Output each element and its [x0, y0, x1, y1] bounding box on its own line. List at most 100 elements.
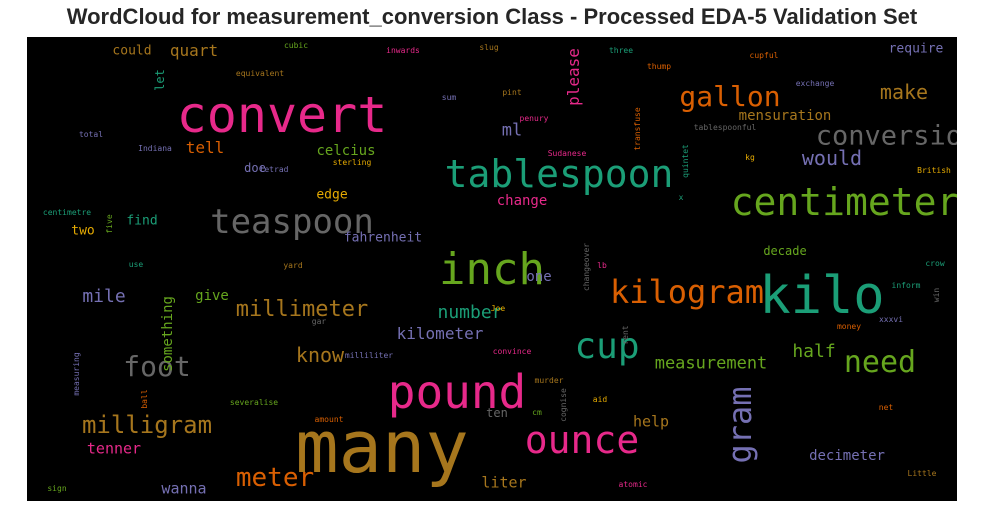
word-exchange: exchange — [795, 79, 835, 88]
word-pint: pint — [502, 88, 522, 97]
word-net: net — [878, 403, 894, 412]
word-let: let — [153, 69, 167, 91]
word-millimeter: millimeter — [235, 297, 369, 322]
word-give: give — [195, 288, 229, 304]
word-slug: slug — [479, 43, 499, 52]
word-edge: edge — [316, 187, 348, 203]
word-quart: quart — [169, 41, 219, 60]
word-money: money — [836, 322, 862, 331]
word-cup: cup — [574, 326, 640, 367]
word-gallon: gallon — [679, 80, 781, 113]
word-equivalent: equivalent — [235, 69, 285, 78]
word-tell: tell — [185, 138, 225, 157]
word-teaspoon: teaspoon — [210, 202, 374, 242]
word-milligram: milligram — [81, 411, 213, 439]
word-many: many — [295, 405, 469, 489]
word-cm: cm — [532, 408, 542, 417]
word-measuring: measuring — [72, 352, 81, 396]
word-would: would — [801, 146, 863, 170]
word-help: help — [632, 412, 670, 431]
word-win: win — [932, 287, 941, 303]
word-british: British — [917, 166, 951, 175]
word-decade: decade — [763, 244, 807, 258]
wordcloud-canvas: many kilo convert inch pound tablespoon centim… — [27, 37, 957, 501]
word-centimeter: centimeter — [730, 180, 957, 224]
word-pound: pound — [387, 365, 527, 419]
word-mile: mile — [82, 286, 126, 307]
word-sign: sign — [47, 484, 67, 493]
word-inform: inform — [891, 281, 921, 290]
word-number: number — [437, 302, 503, 323]
word-one: one — [526, 269, 552, 285]
word-changeover: changeover — [582, 242, 591, 292]
word-five: five — [105, 214, 114, 234]
word-conversion: conversion — [815, 120, 957, 152]
word-severalise: severalise — [229, 398, 279, 407]
word-tablespoonful: tablespoonful — [693, 123, 757, 132]
word-could: could — [112, 43, 152, 59]
word-cupful: cupful — [749, 51, 779, 60]
word-require: require — [888, 41, 944, 57]
word-half: half — [792, 341, 836, 362]
word-kilo: kilo — [759, 266, 885, 326]
word-thump: thump — [646, 62, 672, 71]
word-wanna: wanna — [161, 479, 207, 498]
word-make: make — [879, 80, 929, 104]
word-sum: sum — [441, 93, 457, 102]
word-need: need — [843, 345, 917, 380]
word-joe: Joe — [490, 304, 506, 313]
word-find: find — [126, 213, 158, 229]
word-convert: convert — [176, 86, 388, 144]
word-ten: ten — [486, 406, 508, 420]
word-xxxvi: xxxvi — [878, 315, 904, 324]
word-meter: meter — [235, 463, 315, 493]
word-inch: inch — [439, 244, 545, 295]
word-lb: lb — [597, 261, 607, 270]
word-use: use — [128, 260, 144, 269]
word-transfuse: transfuse — [633, 107, 642, 151]
word-aid: aid — [592, 395, 608, 404]
chart-title: WordCloud for measurement_conversion Cla… — [66, 4, 918, 29]
word-something: something — [160, 296, 176, 372]
word-doe: doe — [244, 161, 266, 175]
word-two: two — [71, 223, 95, 239]
word-tenner: tenner — [86, 439, 142, 458]
word-foot: foot — [123, 350, 191, 383]
word-atomic: atomic — [618, 480, 648, 489]
word-indiana: Indiana — [138, 144, 172, 153]
word-change: change — [496, 193, 548, 209]
word-mensuration: mensuration — [738, 108, 832, 124]
word-sudanese: Sudanese — [547, 149, 587, 158]
word-tetrad: tetrad — [259, 165, 289, 174]
word-sterling: sterling — [332, 158, 372, 167]
word-cognise: cognise — [559, 388, 568, 422]
word-cubic: cubic — [283, 41, 309, 50]
word-three: three — [608, 46, 634, 55]
word-kilogram: kilogram — [609, 273, 765, 311]
word-know: know — [295, 343, 345, 367]
word-yard: yard — [283, 261, 303, 270]
word-please: please — [564, 48, 583, 106]
word-celcius: celcius — [316, 143, 376, 159]
word-ounce: ounce — [524, 418, 640, 462]
word-quintet: quintet — [681, 144, 690, 178]
word-gar: gar — [311, 317, 327, 326]
word-crow: crow — [925, 259, 945, 268]
word-x: x — [678, 193, 684, 202]
word-convince: convince — [492, 347, 532, 356]
word-rent: rent — [621, 325, 630, 345]
word-ml: ml — [501, 120, 523, 141]
word-total: total — [78, 130, 104, 139]
word-centimetre: centimetre — [42, 208, 92, 217]
word-fahrenheit: fahrenheit — [343, 230, 423, 246]
word-measurement: measurement — [654, 353, 768, 374]
word-penury: penury — [519, 114, 549, 123]
word-little: Little — [907, 469, 937, 478]
word-milliliter: milliliter — [344, 351, 394, 360]
word-ball: ball — [140, 389, 149, 409]
word-tablespoon: tablespoon — [444, 152, 674, 196]
word-inwards: inwards — [386, 46, 420, 55]
word-murder: murder — [534, 376, 564, 385]
word-gram: gram — [721, 386, 759, 464]
word-kg: kg — [745, 153, 755, 162]
